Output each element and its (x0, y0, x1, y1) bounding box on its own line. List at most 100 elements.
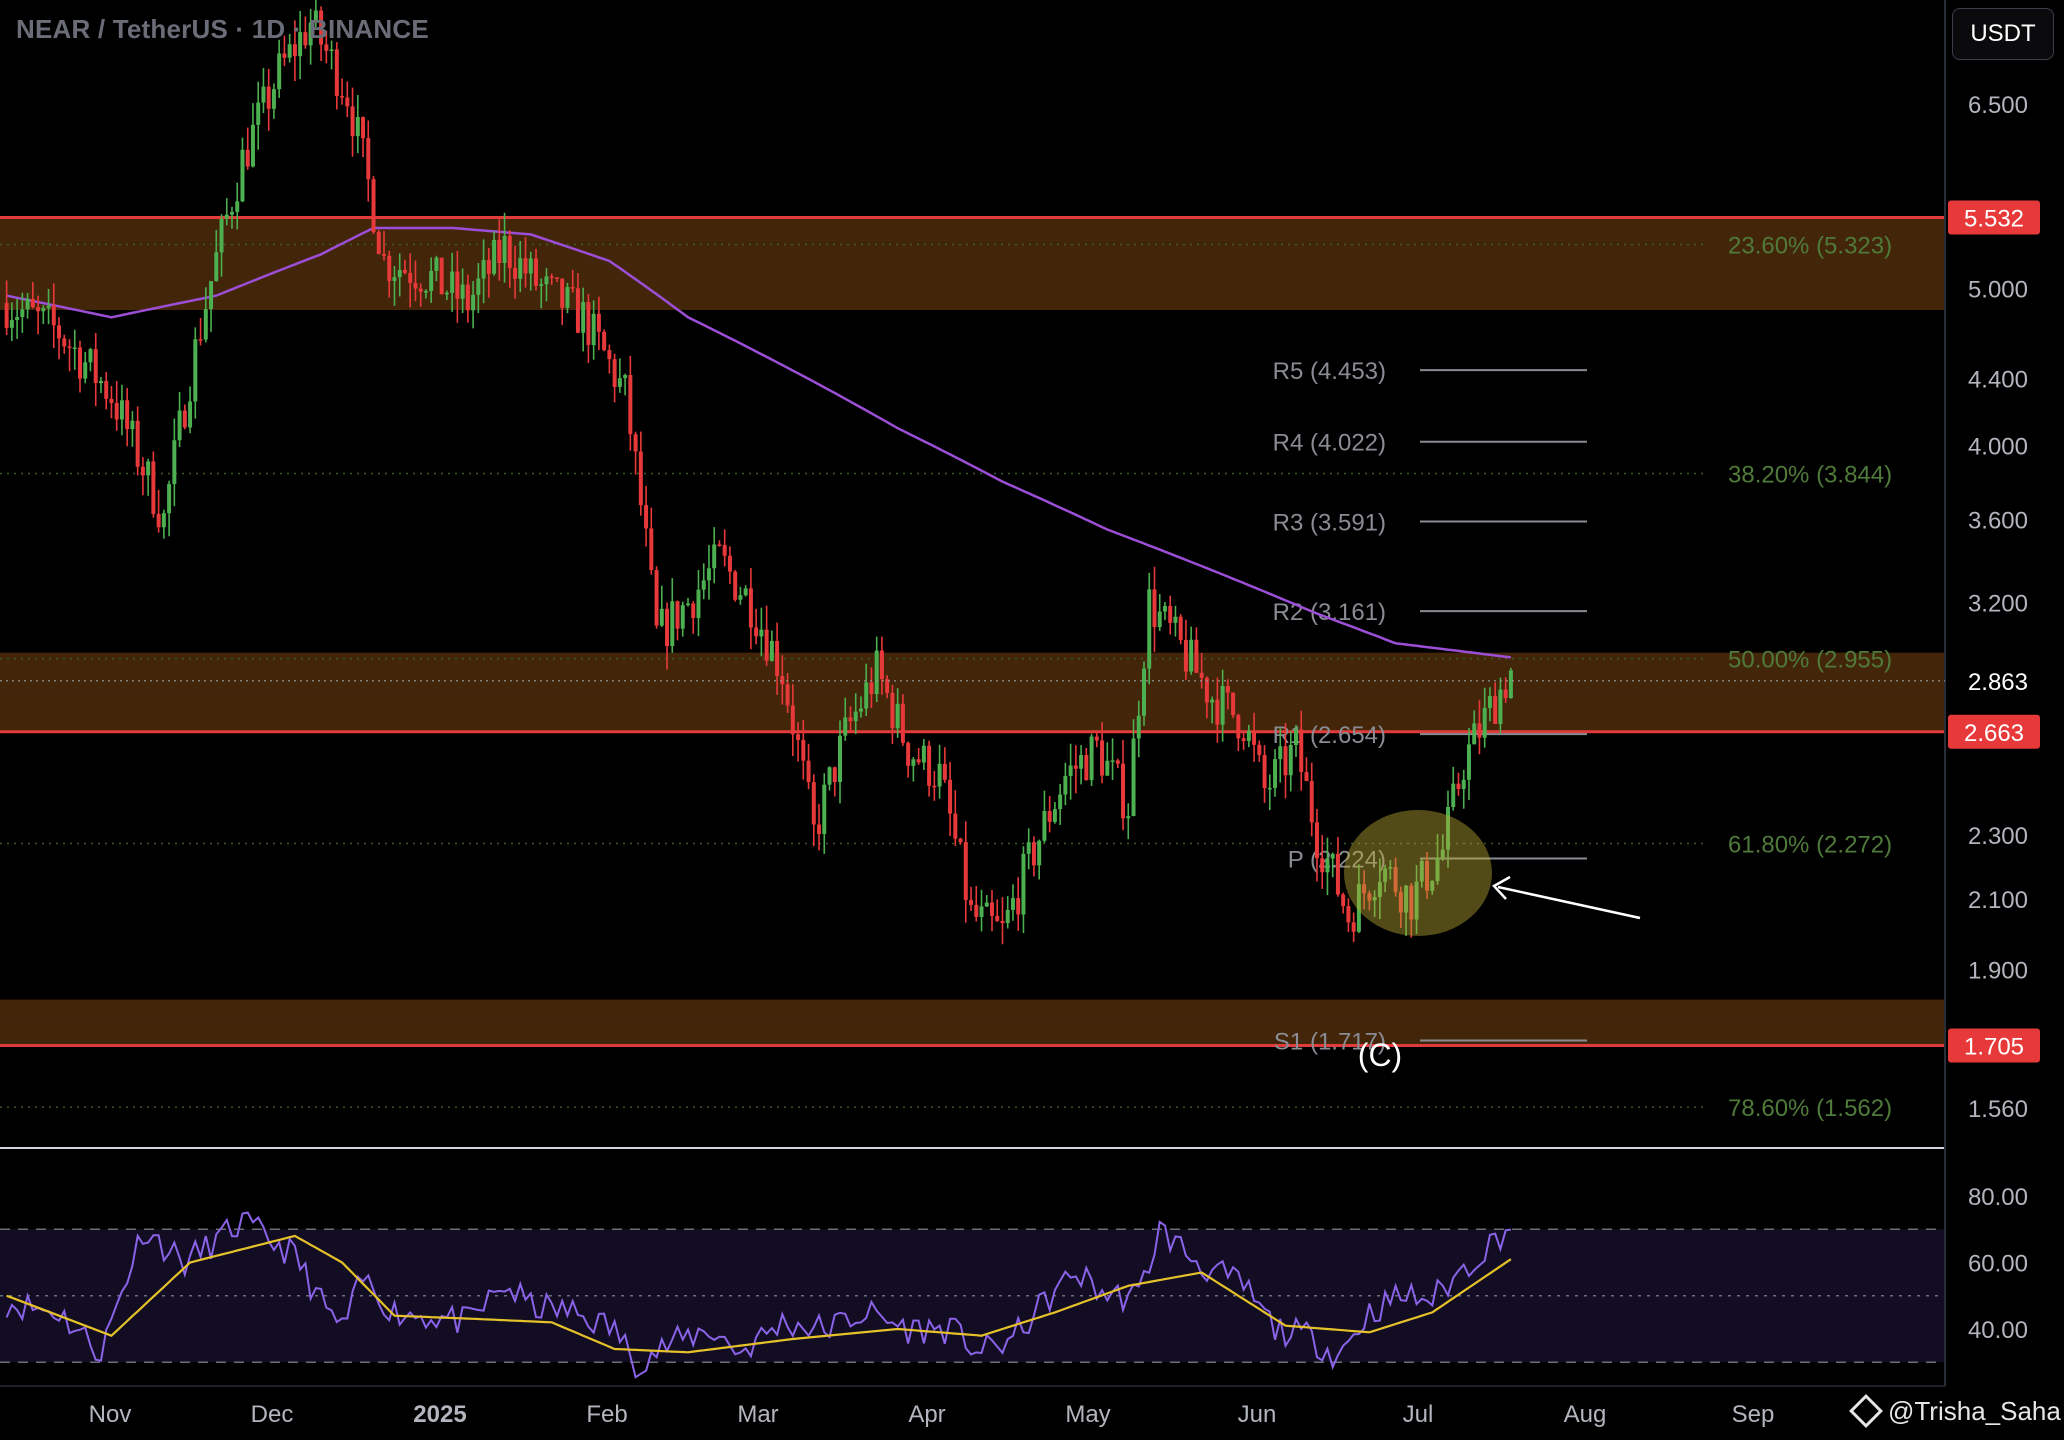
candle-body (423, 291, 428, 293)
candle-body (271, 89, 276, 109)
candle (1199, 652, 1204, 689)
candle-body (1100, 740, 1105, 776)
candle-body (733, 571, 738, 600)
candle (1037, 839, 1042, 880)
candle-body (471, 294, 476, 311)
candle (1162, 602, 1167, 621)
candle (182, 404, 187, 430)
candle-body (1393, 867, 1398, 892)
candle (565, 282, 570, 314)
candle-body (1162, 605, 1167, 612)
symbol-title[interactable]: NEAR / TetherUS · 1D · BINANCE (16, 14, 429, 44)
candle (235, 182, 240, 230)
candle (1393, 857, 1398, 897)
sr-zone-0 (0, 217, 1945, 311)
candle (230, 206, 234, 229)
candle-body (240, 149, 245, 202)
candle (780, 655, 785, 705)
author-watermark: @Trisha_Saha (1849, 1394, 2061, 1429)
candle-body (230, 211, 234, 215)
candle-body (612, 359, 617, 387)
candle-body (1026, 842, 1031, 854)
candle (1236, 713, 1241, 752)
moving-average-layer (6, 226, 1512, 659)
candle (1168, 595, 1173, 635)
candle (62, 334, 67, 354)
candle-body (245, 149, 250, 167)
candle (486, 248, 491, 298)
candle-body (151, 461, 156, 514)
candle-body (1073, 765, 1078, 769)
candle-body (869, 682, 874, 695)
candle (633, 431, 638, 475)
candle (156, 489, 161, 533)
candle (649, 507, 654, 575)
candle (738, 586, 743, 605)
candle-body (916, 759, 921, 763)
author-name: @Trisha_Saha (1888, 1396, 2061, 1426)
candle-body (1278, 746, 1283, 760)
candle-body (864, 682, 869, 709)
candle-body (727, 555, 732, 572)
candle-body (822, 784, 827, 835)
candle (796, 722, 801, 762)
candle-body (942, 763, 947, 780)
candle-body (811, 782, 816, 825)
candle-body (885, 679, 890, 693)
candle-body (675, 601, 680, 629)
candle-body (680, 605, 685, 629)
candle-body (953, 813, 958, 839)
candle (748, 568, 753, 650)
candle-body (932, 785, 937, 788)
candle (109, 385, 114, 419)
currency-button[interactable]: USDT (1952, 8, 2054, 60)
candle-body (1152, 589, 1157, 628)
candle (832, 766, 837, 797)
candle-body (838, 735, 842, 783)
candle (869, 667, 874, 708)
candle-body (366, 138, 371, 180)
candle-body (1241, 738, 1246, 742)
candle (1231, 692, 1236, 719)
candle-body (769, 640, 774, 661)
candle-body (581, 302, 586, 333)
candle-body (743, 588, 748, 596)
candle-body (591, 313, 596, 346)
candle (612, 353, 617, 403)
candle (1089, 733, 1094, 787)
candle-body (277, 53, 282, 90)
candle-body (1398, 891, 1403, 913)
candle-body (513, 267, 518, 279)
candle-body (1404, 885, 1409, 913)
candle-body (1094, 736, 1099, 741)
candle-body (717, 544, 722, 546)
candle (1294, 724, 1298, 757)
candle-body (1377, 881, 1382, 897)
candle (476, 263, 481, 314)
pivot-label-1: R4 (4.022) (1273, 430, 1386, 457)
candle (361, 116, 366, 158)
candle (764, 605, 769, 666)
candle-body (948, 779, 953, 814)
candle-body (900, 703, 905, 743)
candle (570, 270, 575, 293)
candle (790, 684, 795, 757)
y-tick-label: 5.000 (1968, 277, 2028, 304)
candle-body (303, 32, 308, 46)
candle (785, 673, 790, 713)
candle (549, 273, 554, 285)
candle (900, 694, 905, 746)
candle-body (361, 117, 366, 139)
candle-body (25, 298, 30, 310)
candle (1314, 808, 1319, 882)
candle-body (906, 742, 911, 766)
candle (104, 372, 109, 410)
fib-label-1: 38.20% (3.844) (1728, 462, 1892, 489)
candle (942, 747, 947, 783)
candle (324, 30, 329, 64)
candle-body (130, 420, 135, 430)
candle-body (62, 338, 67, 347)
candle-body (785, 684, 790, 706)
